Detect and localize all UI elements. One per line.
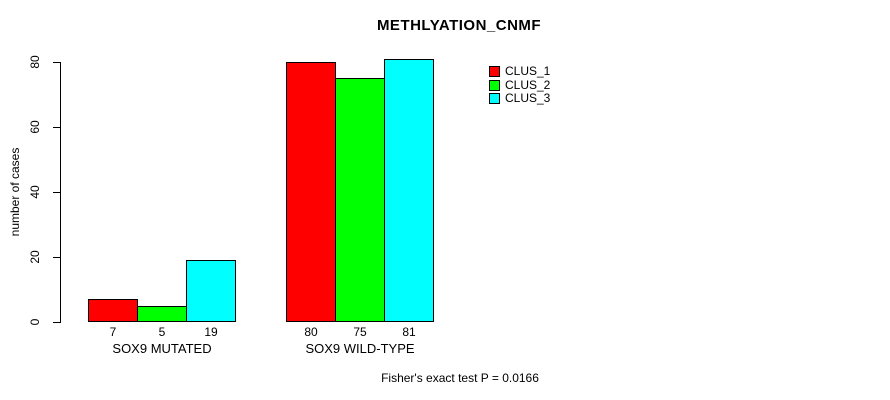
bar-value-label-clus-2-sox9-mutated: 5	[158, 325, 166, 339]
legend-item-clus-2: CLUS_2	[489, 77, 551, 92]
bar-clus-1-sox9-wild-type	[286, 62, 336, 322]
legend-label-clus-1: CLUS_1	[505, 64, 551, 78]
legend-swatch-icon-clus-1	[489, 66, 500, 77]
bar-value-label-clus-3-sox9-mutated: 19	[204, 325, 218, 339]
y-tick-label-40: 40	[28, 185, 42, 199]
legend-item-clus-1: CLUS_1	[489, 64, 551, 78]
bar-value-label-clus-3-sox9-wild-type: 81	[402, 325, 416, 339]
y-axis-line	[60, 62, 61, 323]
y-tick-mark-20	[53, 257, 60, 258]
y-axis-label: number of cases	[8, 147, 22, 237]
legend: CLUS_1 CLUS_2 CLUS_3	[489, 64, 551, 105]
bar-clus-2-sox9-mutated	[137, 306, 187, 322]
legend-swatch-icon-clus-2	[489, 79, 500, 91]
y-tick-label-80: 80	[28, 55, 42, 69]
y-tick-label-60: 60	[28, 120, 42, 134]
bar-clus-3-sox9-wild-type	[384, 59, 434, 322]
annotation-text: Fisher's exact test P = 0.0166	[381, 371, 539, 385]
y-tick-mark-80	[53, 62, 60, 63]
y-tick-label-20: 20	[28, 250, 42, 264]
bar-clus-1-sox9-mutated	[88, 299, 138, 322]
group-label-sox9-mutated: SOX9 MUTATED	[112, 341, 212, 356]
legend-label-clus-3: CLUS_3	[505, 91, 551, 105]
y-tick-label-0: 0	[28, 318, 42, 326]
y-tick-mark-0	[53, 322, 60, 323]
bar-value-label-clus-1-sox9-mutated: 7	[109, 325, 117, 339]
bar-clus-3-sox9-mutated	[186, 260, 236, 322]
legend-label-clus-2: CLUS_2	[505, 77, 551, 92]
chart-title: METHLYATION_CNMF	[376, 17, 542, 34]
bar-clus-2-sox9-wild-type	[335, 78, 385, 322]
y-tick-mark-40	[53, 192, 60, 193]
group-label-sox9-wild-type: SOX9 WILD-TYPE	[305, 341, 415, 356]
bar-value-label-clus-1-sox9-wild-type: 80	[304, 325, 318, 339]
y-tick-mark-60	[53, 127, 60, 128]
bar-value-label-clus-2-sox9-wild-type: 75	[353, 325, 367, 339]
legend-swatch-icon-clus-3	[489, 93, 500, 104]
legend-item-clus-3: CLUS_3	[489, 91, 551, 105]
